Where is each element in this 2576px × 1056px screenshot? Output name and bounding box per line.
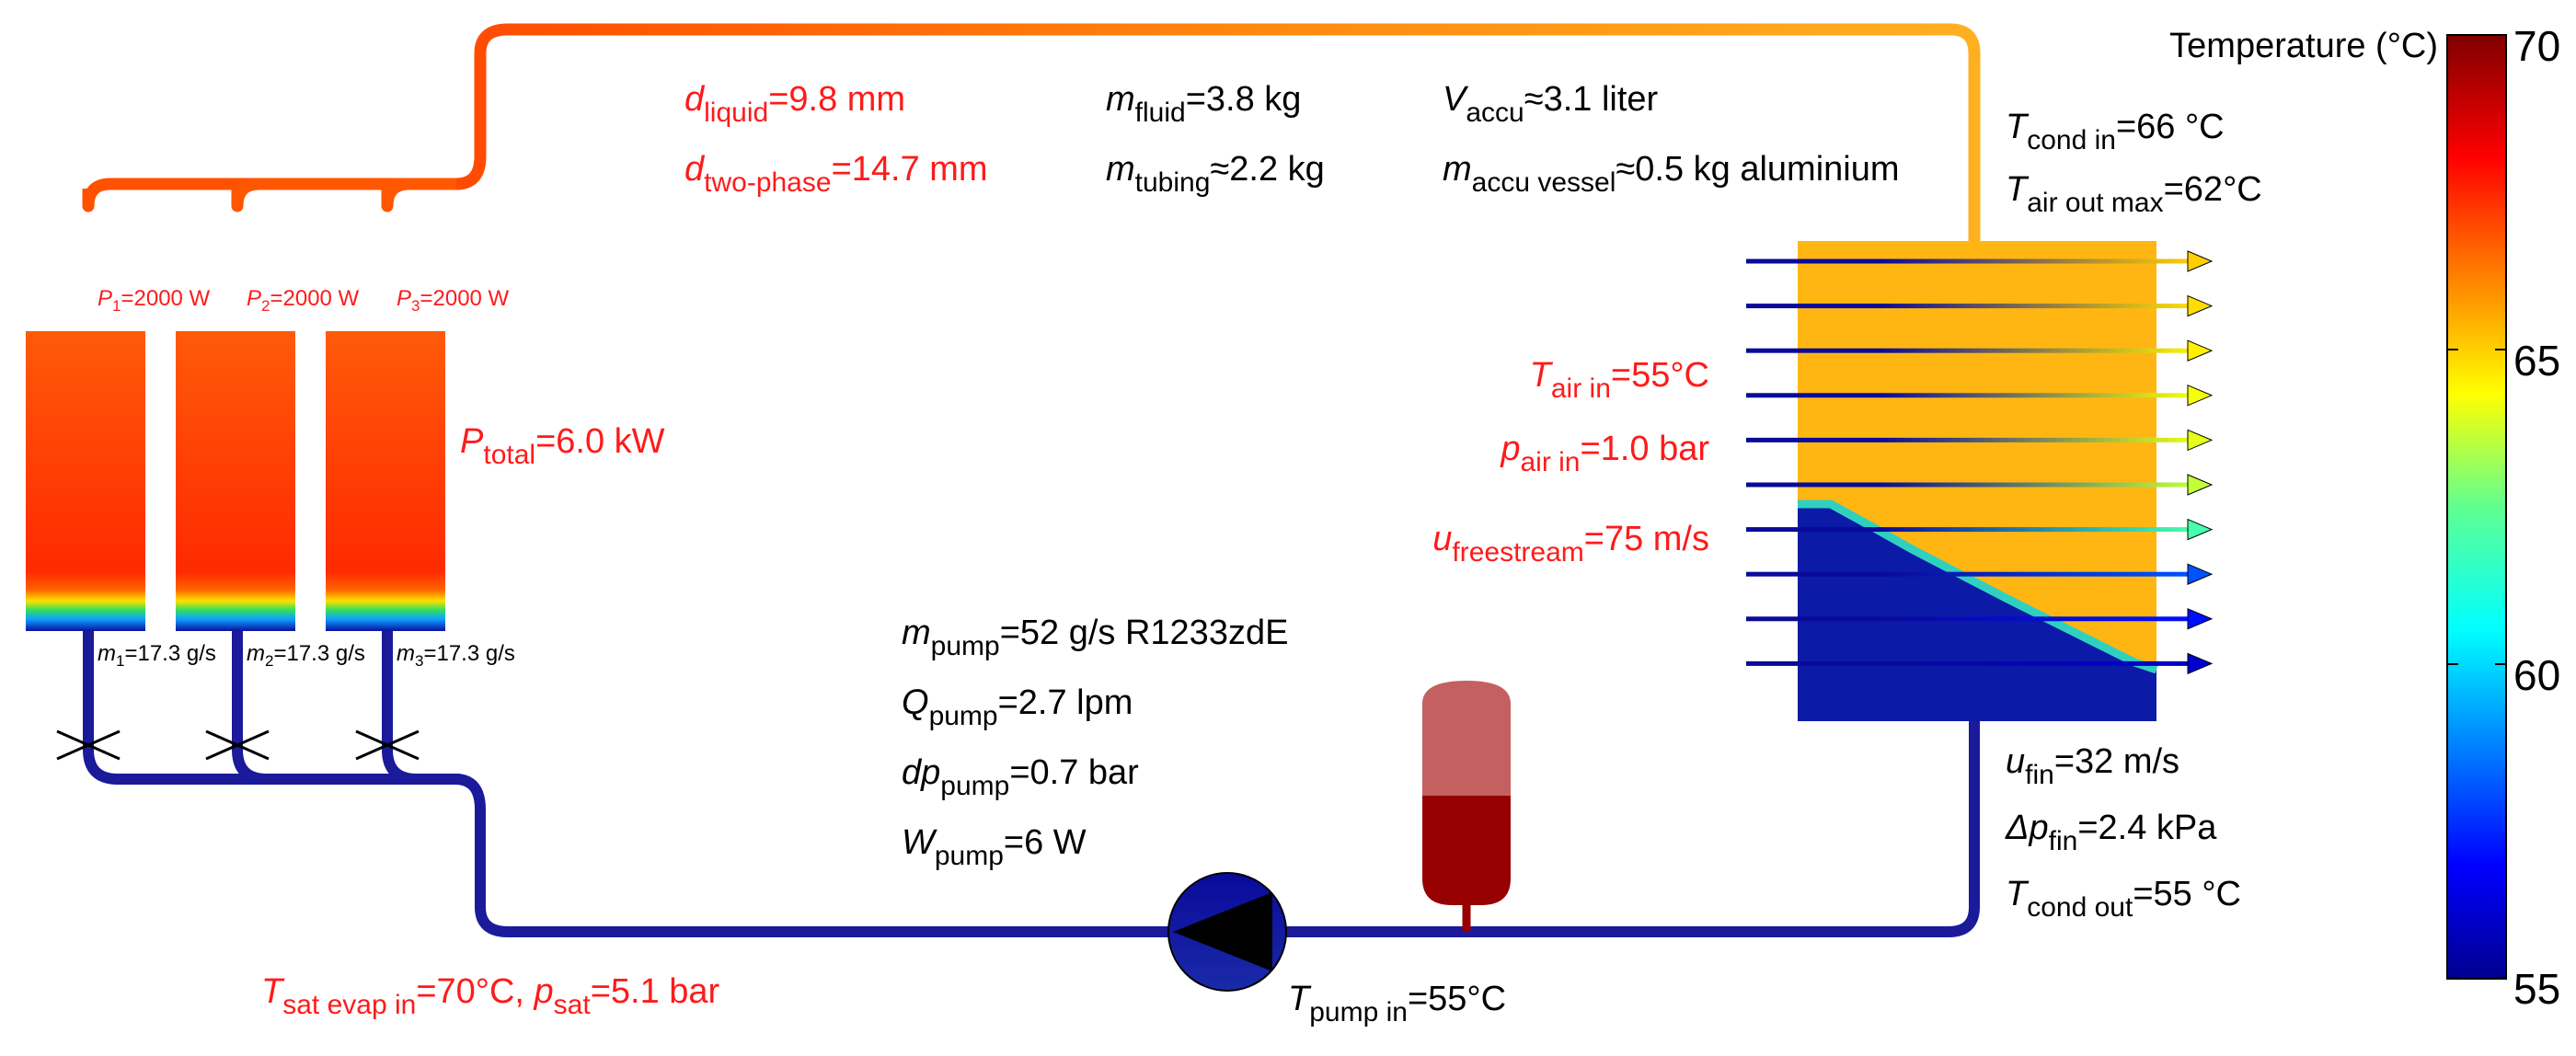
air-flow-arrow-line bbox=[1746, 660, 2191, 666]
evap-inlet-pipe-3 bbox=[382, 627, 460, 785]
u-fin-label: ufin=32 m/s bbox=[2006, 742, 2179, 790]
w-pump-label: Wpump=6 W bbox=[902, 823, 1087, 871]
d-two-phase-label: dtwo-phase=14.7 mm bbox=[684, 150, 988, 198]
air-flow-arrow-line bbox=[1746, 304, 2191, 309]
air-flow-arrow-line bbox=[1746, 258, 2191, 264]
colorbar-tick-label: 55 bbox=[2513, 965, 2560, 1013]
air-flow-arrow-line bbox=[1746, 393, 2191, 398]
colorbar-tick-label: 70 bbox=[2513, 22, 2560, 70]
dp-pump-label: dppump=0.7 bar bbox=[902, 753, 1139, 801]
evaporator-bank bbox=[26, 331, 445, 631]
riser-pipe bbox=[455, 23, 1981, 247]
p-air-in-label: pair in=1.0 bar bbox=[1500, 430, 1709, 477]
air-flow-arrow-head bbox=[2187, 339, 2214, 362]
t-cond-out-label: Tcond out=55 °C bbox=[2006, 875, 2241, 923]
u-freestream-label: ufreestream=75 m/s bbox=[1432, 520, 1709, 568]
evaporator-2 bbox=[176, 331, 295, 631]
evap-inlet-pipe-1 bbox=[83, 627, 1980, 937]
t-cond-in-label: Tcond in=66 °C bbox=[2006, 108, 2225, 155]
air-flow-arrows bbox=[1746, 250, 2214, 675]
valve-1-icon bbox=[56, 729, 121, 761]
evap-outlet-pipe-1 bbox=[82, 178, 460, 212]
valve-3-icon bbox=[355, 729, 420, 761]
accumulator-liquid bbox=[1422, 796, 1511, 905]
colorbar-tick-label: 65 bbox=[2513, 337, 2560, 385]
air-flow-arrow-line bbox=[1746, 437, 2191, 442]
condenser-subcooled-region bbox=[1798, 504, 2156, 721]
air-flow-arrow-head bbox=[2187, 250, 2214, 272]
air-flow-arrow-head bbox=[2187, 608, 2214, 630]
air-flow-arrow-head bbox=[2187, 385, 2214, 407]
t-pump-in-label: Tpump in=55°C bbox=[1288, 980, 1506, 1027]
accumulator-vapor bbox=[1422, 681, 1511, 796]
air-flow-arrow-head bbox=[2187, 518, 2214, 541]
air-flow-arrow-line bbox=[1746, 482, 2191, 488]
cold-pipe-network bbox=[83, 627, 1980, 937]
condenser bbox=[1746, 241, 2214, 721]
t-sat-evap-in-label: Tsat evap in=70°C, psat=5.1 bar bbox=[261, 972, 720, 1020]
total-power-label: Ptotal=6.0 kW bbox=[460, 422, 665, 470]
air-flow-arrow-line bbox=[1746, 571, 2191, 577]
colorbar-tick-label: 60 bbox=[2513, 651, 2560, 699]
m-accu-vessel-label: maccu vessel≈0.5 kg aluminium bbox=[1443, 150, 1900, 198]
q-pump-label: Qpump=2.7 lpm bbox=[902, 683, 1133, 731]
m-fluid-label: mfluid=3.8 kg bbox=[1106, 80, 1301, 128]
pump-icon bbox=[1167, 872, 1287, 992]
evaporator-power-labels: P1=2000 W P2=2000 W P3=2000 W bbox=[98, 286, 510, 315]
m-pump-label: mpump=52 g/s R1233zdE bbox=[902, 614, 1288, 661]
colorbar-gradient bbox=[2446, 34, 2507, 980]
evap-inlet-pipe-2 bbox=[232, 627, 460, 785]
throttle-valves bbox=[56, 729, 420, 761]
evaporator-3-flow: m3=17.3 g/s bbox=[397, 641, 515, 670]
evaporator-3 bbox=[326, 331, 445, 631]
evap-outlet-pipe-2 bbox=[231, 178, 460, 212]
accumulator bbox=[1422, 681, 1511, 932]
air-flow-arrow-head bbox=[2187, 652, 2214, 675]
dp-fin-label: Δpfin=2.4 kPa bbox=[2005, 809, 2217, 856]
colorbar-ticks bbox=[2447, 34, 2506, 979]
evaporator-2-power: P2=2000 W bbox=[247, 286, 360, 315]
d-liquid-label: dliquid=9.8 mm bbox=[684, 80, 905, 128]
condenser-transition-band bbox=[1798, 499, 2158, 674]
air-flow-arrow-head bbox=[2187, 294, 2214, 317]
evaporator-flow-labels: m1=17.3 g/s m2=17.3 g/s m3=17.3 g/s bbox=[98, 641, 515, 670]
colorbar-title: Temperature (°C) bbox=[2169, 27, 2438, 65]
hot-pipe-network bbox=[82, 23, 1981, 247]
m-tubing-label: mtubing≈2.2 kg bbox=[1106, 150, 1325, 198]
valve-2-icon bbox=[205, 729, 270, 761]
t-air-out-max-label: Tair out max=62°C bbox=[2006, 170, 2262, 218]
evaporator-2-flow: m2=17.3 g/s bbox=[247, 641, 365, 670]
colorbar: Temperature (°C) 70 65 60 55 bbox=[2169, 22, 2560, 1013]
evaporator-3-power: P3=2000 W bbox=[397, 286, 510, 315]
v-accu-label: Vaccu≈3.1 liter bbox=[1443, 80, 1659, 128]
air-flow-arrow-line bbox=[1746, 527, 2191, 533]
evaporator-1-power: P1=2000 W bbox=[98, 286, 211, 315]
air-flow-arrow-head bbox=[2187, 429, 2214, 452]
air-flow-arrow-head bbox=[2187, 474, 2214, 496]
evap-outlet-pipe-3 bbox=[381, 178, 460, 212]
air-flow-arrow-line bbox=[1746, 348, 2191, 353]
evaporator-1 bbox=[26, 331, 145, 631]
t-air-in-label: Tair in=55°C bbox=[1530, 356, 1709, 404]
evaporator-1-flow: m1=17.3 g/s bbox=[98, 641, 216, 670]
air-flow-arrow-line bbox=[1746, 616, 2191, 622]
air-flow-arrow-head bbox=[2187, 563, 2214, 585]
